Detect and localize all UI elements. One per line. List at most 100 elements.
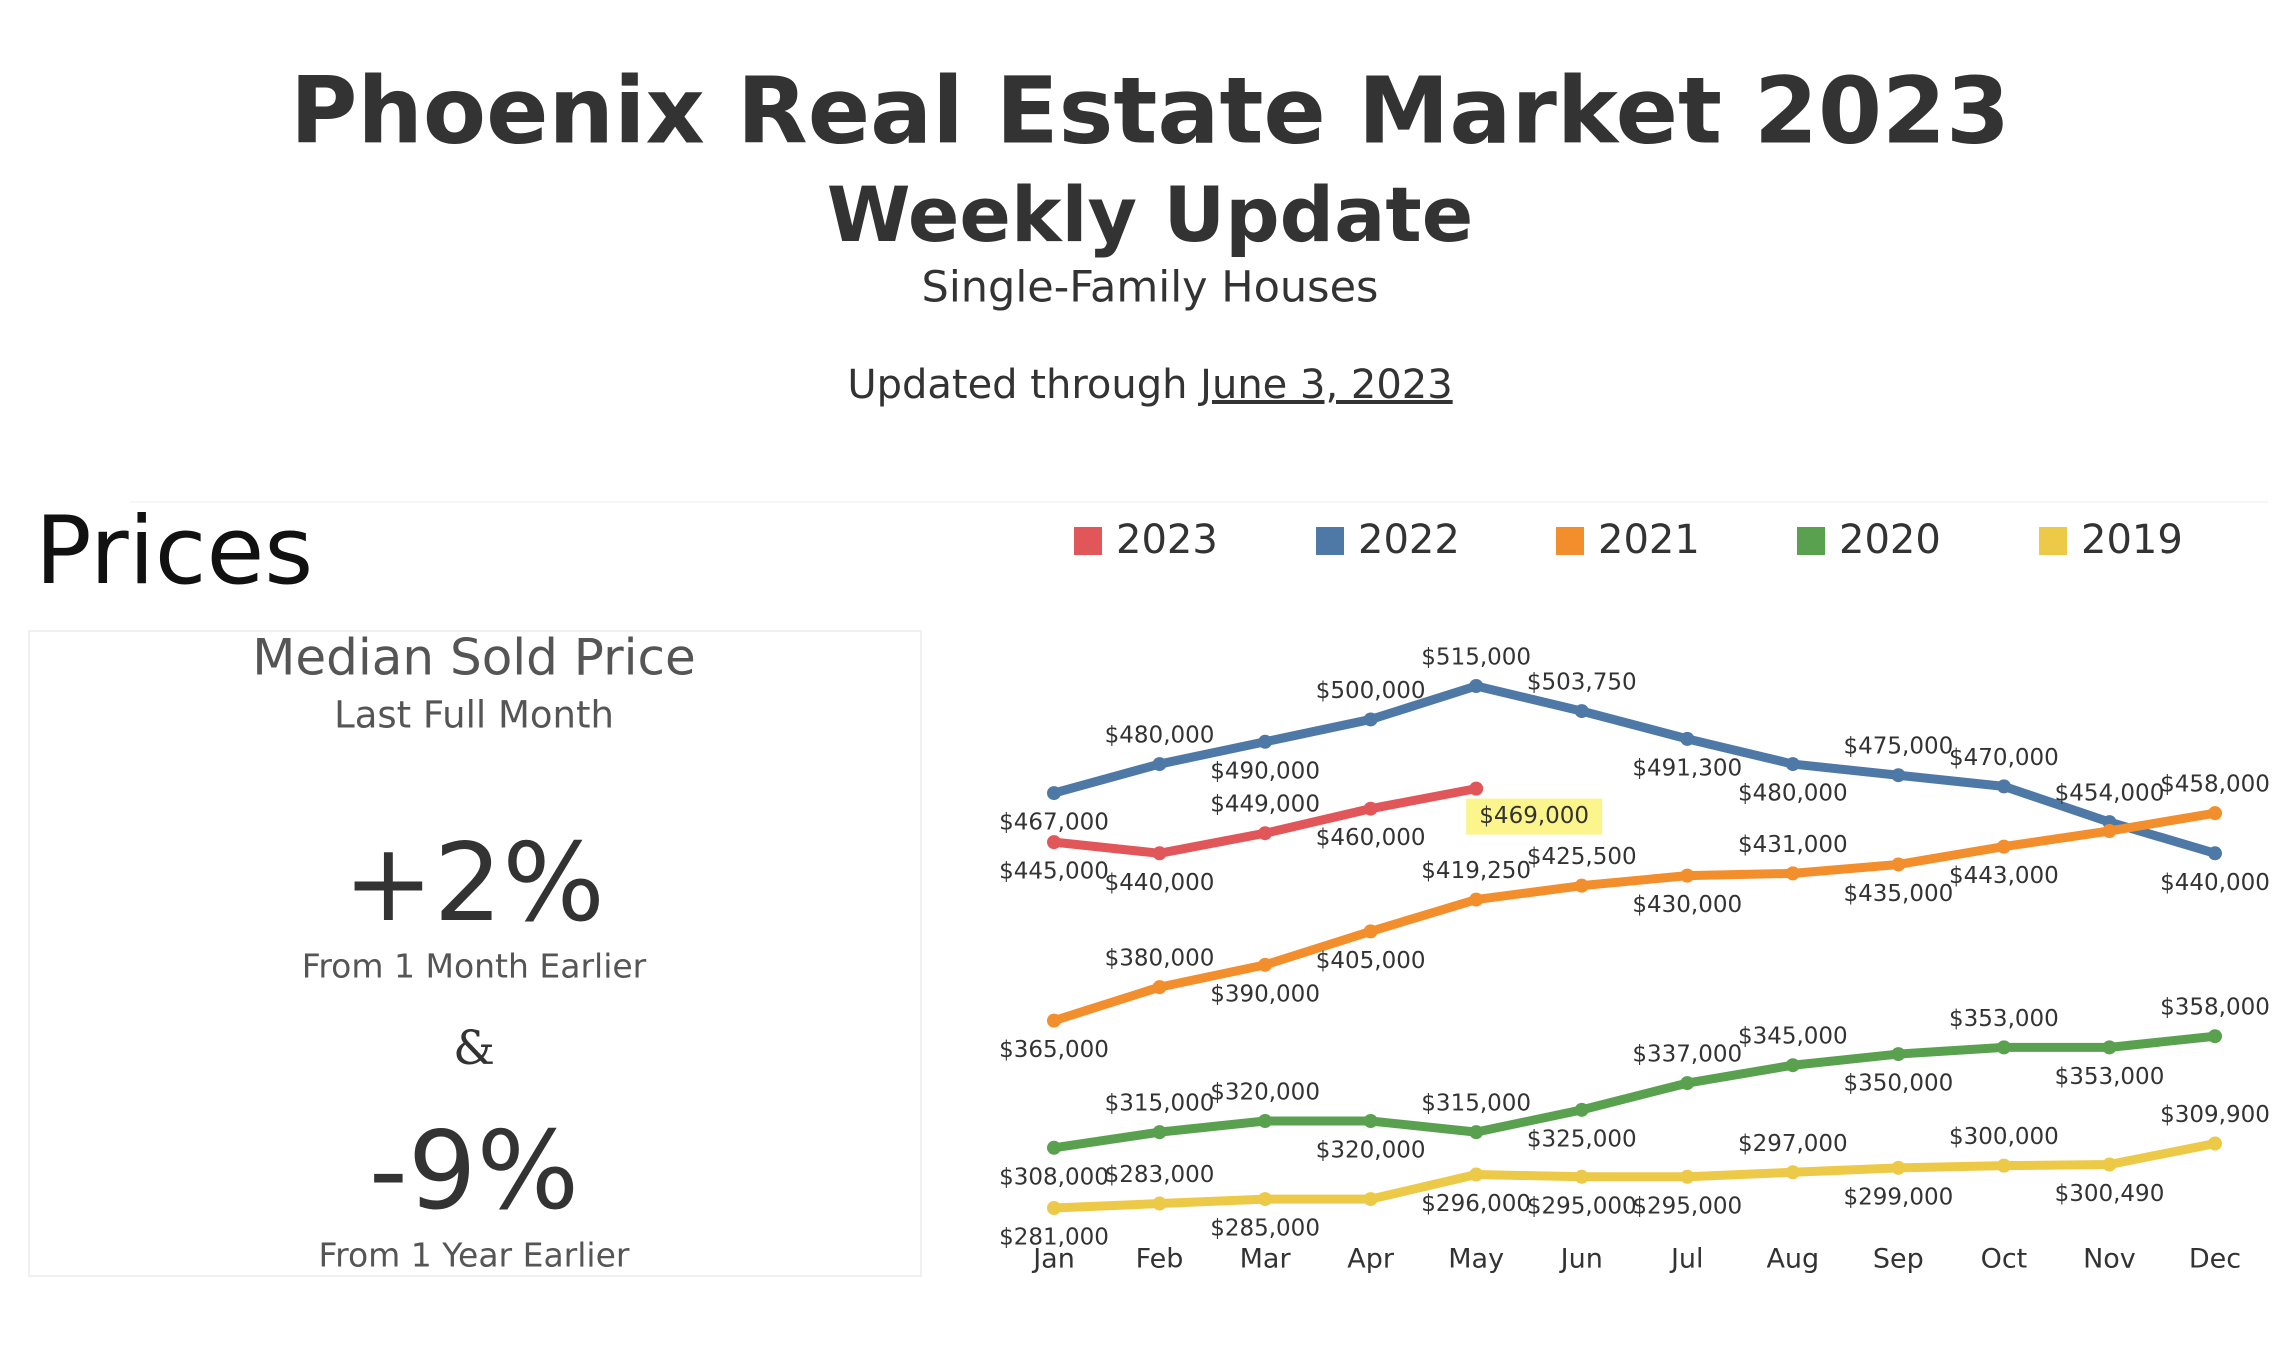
data-point	[2208, 1136, 2222, 1151]
data-point	[1152, 1196, 1167, 1211]
data-label: $419,250	[1421, 858, 1531, 884]
data-point	[2208, 1029, 2222, 1044]
data-label: $435,000	[1843, 881, 1953, 907]
data-point	[1469, 1167, 1484, 1182]
data-point	[1258, 734, 1273, 749]
data-point	[2208, 846, 2222, 861]
data-label: $490,000	[1210, 758, 1320, 784]
panel-heading: Prices	[35, 497, 313, 606]
data-label: $320,000	[1210, 1080, 1320, 1106]
data-label: $500,000	[1316, 678, 1426, 704]
data-label: $365,000	[999, 1037, 1109, 1063]
data-label: $283,000	[1105, 1162, 1215, 1188]
data-label: $299,000	[1843, 1184, 1953, 1210]
data-point	[1680, 868, 1695, 883]
data-label: $308,000	[999, 1164, 1109, 1190]
updated-prefix: Updated through	[847, 362, 1187, 408]
title: Phoenix Real Estate Market 2023	[290, 57, 2010, 164]
data-point	[1469, 892, 1484, 907]
data-point	[2102, 1157, 2117, 1172]
data-point	[1047, 786, 1061, 801]
data-point	[1258, 826, 1273, 841]
data-point	[1152, 1125, 1167, 1140]
data-point	[1785, 757, 1800, 772]
legend-swatch	[2039, 527, 2067, 555]
data-point	[1469, 1125, 1484, 1140]
data-label: $325,000	[1527, 1126, 1637, 1152]
x-tick-label: Nov	[2083, 1244, 2136, 1275]
stat-caption: From 1 Month Earlier	[302, 947, 647, 986]
data-label: $315,000	[1421, 1091, 1531, 1117]
stat-value: +2%	[343, 821, 605, 946]
data-point	[2102, 1040, 2117, 1055]
data-point	[1152, 980, 1167, 995]
data-label: $454,000	[2055, 781, 2165, 807]
legend-label: 2022	[1358, 517, 1460, 563]
data-label: $503,750	[1527, 670, 1637, 696]
data-point	[1996, 779, 2011, 794]
data-label: $443,000	[1949, 863, 2059, 889]
legend-label: 2023	[1116, 517, 1218, 563]
panel-box	[28, 630, 922, 1277]
series-line	[1049, 808, 2220, 1026]
data-label: $469,000	[1479, 803, 1589, 829]
data-label: $475,000	[1843, 734, 1953, 760]
data-label: $345,000	[1738, 1024, 1848, 1050]
data-label: $430,000	[1632, 892, 1742, 918]
data-point	[2102, 824, 2117, 838]
series-line	[1049, 1139, 2220, 1213]
data-point	[1258, 1114, 1273, 1128]
data-label: $295,000	[1527, 1193, 1637, 1219]
legend-swatch	[1074, 527, 1102, 555]
data-label: $425,500	[1527, 844, 1637, 870]
data-label: $285,000	[1210, 1216, 1320, 1242]
data-label: $337,000	[1632, 1042, 1742, 1068]
x-tick-label: Dec	[2189, 1244, 2241, 1275]
data-label: $460,000	[1316, 825, 1426, 851]
x-tick-label: Apr	[1347, 1244, 1395, 1275]
legend-label: 2020	[1839, 517, 1941, 563]
data-label: $380,000	[1105, 946, 1215, 972]
data-label: $480,000	[1738, 781, 1848, 807]
x-tick-label: Feb	[1136, 1244, 1184, 1275]
data-point	[1363, 924, 1378, 939]
legend-label: 2021	[1598, 517, 1700, 563]
data-point	[1996, 1040, 2011, 1055]
x-tick-label: Sep	[1873, 1244, 1924, 1275]
data-label: $295,000	[1632, 1193, 1742, 1219]
data-point	[1891, 857, 1906, 872]
data-point	[1785, 866, 1800, 881]
data-label: $281,000	[999, 1225, 1109, 1251]
data-point	[1574, 1169, 1589, 1184]
data-point	[1574, 878, 1589, 893]
data-point	[1258, 957, 1273, 972]
data-label: $458,000	[2160, 772, 2270, 798]
data-label: $467,000	[999, 810, 1109, 836]
data-point	[1363, 1114, 1378, 1128]
data-point	[1785, 1058, 1800, 1073]
x-tick-label: May	[1448, 1244, 1504, 1275]
panel-title: Median Sold Price	[252, 629, 696, 687]
data-point	[1996, 1158, 2011, 1173]
data-label: $449,000	[1210, 792, 1320, 818]
data-point	[1680, 731, 1695, 746]
data-point	[1574, 1102, 1589, 1117]
data-label: $480,000	[1105, 723, 1215, 749]
series-line	[1049, 1031, 2220, 1153]
legend-swatch	[1316, 527, 1344, 555]
data-label: $358,000	[2160, 995, 2270, 1021]
data-point	[1891, 1047, 1906, 1062]
data-label: $440,000	[1105, 870, 1215, 896]
data-point	[1680, 1169, 1695, 1184]
data-point	[1363, 712, 1378, 727]
data-point	[2208, 806, 2222, 821]
data-point	[1574, 704, 1589, 719]
data-label: $350,000	[1843, 1071, 1953, 1097]
legend-swatch	[1797, 527, 1825, 555]
subtitle: Weekly Update	[827, 170, 1473, 259]
data-label: $440,000	[2160, 870, 2270, 896]
x-tick-label: Jan	[1031, 1244, 1075, 1275]
data-label: $431,000	[1738, 832, 1848, 858]
